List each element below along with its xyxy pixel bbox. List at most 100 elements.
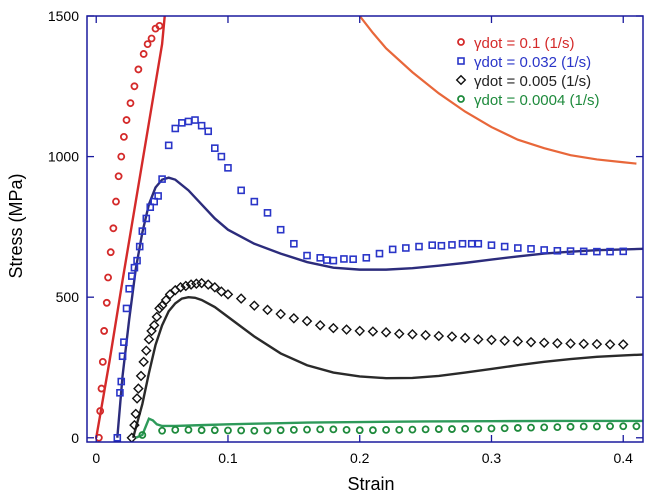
data-point: [420, 329, 431, 341]
data-point: [197, 121, 206, 130]
data-point: [527, 245, 535, 253]
data-point: [180, 280, 192, 292]
data-point: [209, 282, 221, 293]
data-point: [329, 425, 338, 434]
legend-entry-0: γdot = 0.1 (1/s): [457, 35, 574, 52]
data-point: [448, 425, 456, 433]
data-point: [196, 277, 207, 289]
data-point: [301, 315, 313, 327]
data-point: [98, 357, 107, 366]
data-point: [288, 312, 300, 324]
data-point: [191, 116, 199, 124]
data-point: [434, 425, 443, 433]
data-point: [114, 172, 123, 181]
data-point: [565, 338, 576, 349]
legend-label: γdot = 0.0004 (1/s): [474, 92, 600, 109]
data-point: [120, 338, 128, 346]
data-point: [185, 279, 197, 290]
data-point: [147, 34, 156, 43]
data-point: [487, 241, 496, 249]
data-point: [527, 423, 535, 432]
data-point: [421, 425, 430, 434]
data-point: [138, 356, 149, 368]
axes: 0 0.1 0.2 0.3 0.4 0 500 1000 1500: [48, 8, 644, 466]
data-point: [197, 426, 206, 435]
data-point: [127, 272, 136, 280]
data-point: [619, 247, 628, 256]
data-point: [224, 426, 232, 435]
data-point: [191, 278, 202, 289]
data-point: [314, 320, 326, 331]
data-point: [540, 423, 549, 432]
data-point: [175, 282, 186, 293]
data-point: [237, 426, 246, 435]
data-point: [100, 327, 109, 335]
data-point: [131, 393, 143, 404]
data-point: [553, 246, 562, 255]
data-point: [467, 239, 476, 248]
data-point: [303, 251, 311, 260]
x-axis-label: Strain: [347, 474, 394, 494]
data-point: [578, 338, 590, 350]
data-point: [117, 377, 126, 386]
data-point: [538, 337, 550, 349]
data-point: [367, 326, 379, 337]
data-point: [139, 50, 148, 58]
data-point: [592, 422, 601, 431]
data-point: [487, 424, 496, 433]
data-point: [289, 426, 298, 434]
data-point: [135, 242, 144, 251]
data-point: [150, 197, 158, 206]
data-point: [210, 426, 219, 435]
data-point: [130, 408, 142, 420]
data-point: [514, 244, 522, 252]
data-point: [579, 422, 588, 431]
data-point: [126, 99, 135, 108]
data-point: [178, 119, 186, 127]
data-point: [263, 209, 272, 217]
data-point: [455, 74, 467, 86]
data-point: [250, 197, 259, 206]
series-3: [135, 417, 643, 439]
legend: γdot = 0.1 (1/s) γdot = 0.032 (1/s) γdot =…: [455, 35, 600, 109]
data-point: [604, 339, 616, 350]
data-point: [415, 242, 423, 251]
legend-label: γdot = 0.005 (1/s): [474, 73, 591, 90]
data-point: [184, 426, 193, 434]
data-point: [276, 426, 285, 435]
data-point: [154, 192, 162, 200]
data-point: [122, 116, 131, 124]
data-point: [499, 335, 510, 347]
data-point: [354, 325, 366, 337]
data-point: [130, 263, 139, 272]
data-point: [566, 422, 575, 431]
model-curve: [95, 16, 166, 438]
data-point: [109, 224, 118, 233]
data-point: [130, 82, 139, 91]
data-point: [171, 124, 180, 133]
data-point: [151, 311, 163, 323]
data-point: [593, 247, 601, 256]
data-point: [290, 239, 298, 248]
data-point: [133, 383, 144, 394]
data-point: [448, 241, 456, 249]
y-tick-label: 1500: [48, 8, 79, 24]
data-point: [369, 426, 377, 435]
series-1: [113, 116, 643, 442]
data-point: [276, 225, 285, 234]
data-point: [155, 21, 164, 30]
data-point: [341, 324, 352, 335]
data-point: [118, 352, 127, 361]
data-point: [143, 334, 155, 345]
data-point: [619, 422, 628, 431]
data-point: [446, 331, 458, 342]
data-point: [119, 133, 128, 141]
data-point: [204, 127, 213, 136]
data-point: [134, 65, 143, 74]
y-tick-label: 1000: [48, 149, 79, 165]
data-point: [349, 255, 357, 264]
y-axis-label: Stress (MPa): [6, 173, 26, 278]
legend-label: γdot = 0.1 (1/s): [474, 35, 574, 52]
data-point: [428, 241, 436, 249]
data-point: [116, 388, 124, 397]
